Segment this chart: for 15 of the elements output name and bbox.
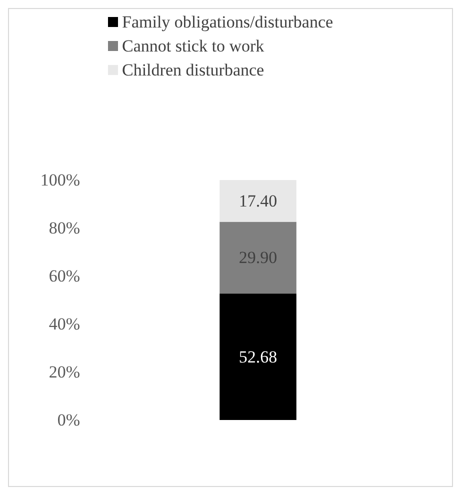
- data-label: 17.40: [238, 191, 278, 210]
- legend-label: Family obligations/disturbance: [122, 12, 334, 32]
- data-label: 52.68: [238, 347, 278, 366]
- bar: [220, 222, 296, 294]
- data-label: 29.90: [238, 248, 278, 268]
- y-tick-label: 100%: [40, 170, 80, 190]
- legend-label: Children disturbance: [122, 60, 264, 80]
- y-tick-label: 0%: [57, 410, 80, 430]
- y-tick-label: 80%: [48, 218, 80, 238]
- bar: [220, 180, 296, 222]
- y-tick-label: 20%: [48, 362, 80, 382]
- bar: [220, 294, 296, 420]
- y-tick-label: 60%: [48, 266, 80, 286]
- y-tick-label: 40%: [48, 314, 80, 334]
- legend-label: Cannot stick to work: [122, 36, 265, 56]
